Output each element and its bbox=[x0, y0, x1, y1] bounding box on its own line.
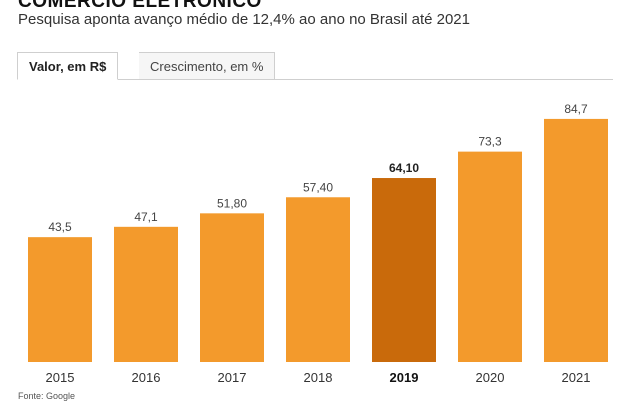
x-tick-2016: 2016 bbox=[132, 370, 161, 385]
bar-2020[interactable] bbox=[458, 151, 522, 362]
x-tick-2017: 2017 bbox=[218, 370, 247, 385]
source-note: Fonte: Google bbox=[18, 391, 76, 401]
x-tick-2018: 2018 bbox=[304, 370, 333, 385]
value-label-2021: 84,7 bbox=[564, 102, 588, 116]
x-tick-2020: 2020 bbox=[476, 370, 505, 385]
value-label-2018: 57,40 bbox=[303, 180, 333, 194]
value-label-2017: 51,80 bbox=[217, 196, 247, 210]
chart-title: COMERCIO ELETRONICO bbox=[18, 0, 262, 12]
x-tick-2019: 2019 bbox=[390, 370, 419, 385]
bar-2019[interactable] bbox=[372, 178, 436, 362]
bar-2018[interactable] bbox=[286, 197, 350, 362]
value-label-2016: 47,1 bbox=[134, 210, 158, 224]
bar-2021[interactable] bbox=[544, 118, 608, 362]
tab-divider bbox=[17, 79, 613, 80]
value-label-2019: 64,10 bbox=[389, 161, 419, 175]
bars-group: 43,5 2015 47,1 2016 51,80 2017 57,40 2018 64,10 2… bbox=[28, 102, 608, 385]
value-label-2015: 43,5 bbox=[48, 220, 72, 234]
chart-subtitle: Pesquisa aponta avanço médio de 12,4% ao… bbox=[18, 11, 470, 28]
x-tick-2021: 2021 bbox=[562, 370, 591, 385]
tab-bar: Valor, em R$ Crescimento, em % bbox=[17, 52, 613, 80]
bar-2016[interactable] bbox=[114, 226, 178, 362]
value-label-2020: 73,3 bbox=[478, 135, 502, 149]
bar-2017[interactable] bbox=[200, 213, 264, 362]
x-tick-2015: 2015 bbox=[46, 370, 75, 385]
tab-valor[interactable]: Valor, em R$ bbox=[17, 52, 119, 80]
tab-crescimento[interactable]: Crescimento, em % bbox=[139, 52, 276, 79]
bar-2015[interactable] bbox=[28, 237, 92, 362]
